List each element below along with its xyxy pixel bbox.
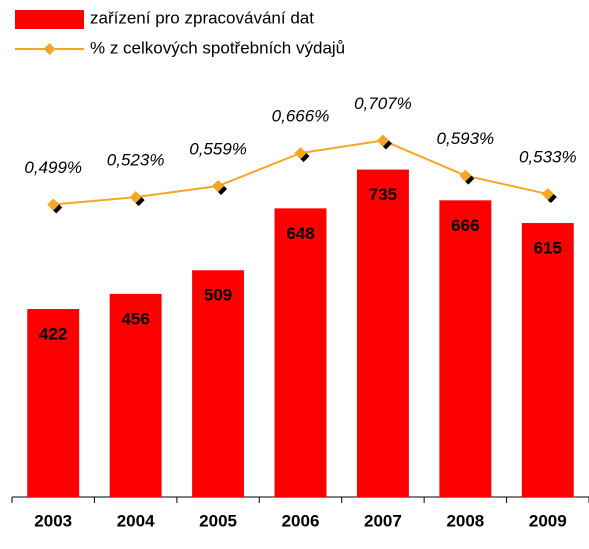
line-value-label: 0,666%	[272, 107, 330, 126]
line-value-label: 0,593%	[437, 129, 495, 148]
bar	[356, 169, 409, 497]
line-value-label: 0,707%	[354, 94, 412, 113]
marker	[541, 188, 554, 201]
bar-value-label: 456	[121, 309, 149, 328]
x-tick-label: 2007	[364, 511, 402, 530]
line-value-label: 0,523%	[107, 151, 165, 170]
legend-label: % z celkových spotřebních výdajů	[90, 38, 345, 57]
marker	[459, 169, 472, 182]
bar-value-label: 666	[451, 216, 479, 235]
marker	[212, 180, 225, 193]
bar-value-label: 422	[39, 325, 67, 344]
marker	[376, 134, 389, 147]
line-value-label: 0,499%	[24, 158, 82, 177]
bar	[521, 223, 574, 497]
bar	[274, 208, 327, 497]
bar-value-label: 615	[534, 239, 562, 258]
marker	[129, 191, 142, 204]
legend-swatch	[15, 10, 84, 29]
line-value-label: 0,533%	[519, 148, 577, 167]
marker	[294, 147, 307, 160]
bar	[439, 200, 492, 497]
bar-value-label: 509	[204, 286, 232, 305]
bar-value-label: 735	[369, 185, 397, 204]
x-tick-label: 2005	[199, 511, 237, 530]
x-tick-label: 2006	[282, 511, 320, 530]
bar	[109, 293, 162, 497]
legend-label: zařízení pro zpracovávání dat	[90, 8, 314, 27]
x-tick-label: 2009	[529, 511, 567, 530]
x-tick-label: 2008	[446, 511, 484, 530]
bar-value-label: 648	[286, 224, 314, 243]
line-value-label: 0,559%	[189, 140, 247, 159]
x-tick-label: 2003	[34, 511, 72, 530]
legend-marker	[43, 43, 56, 55]
bar	[192, 270, 245, 497]
marker	[47, 198, 60, 211]
x-tick-label: 2004	[117, 511, 155, 530]
bar	[27, 309, 80, 497]
